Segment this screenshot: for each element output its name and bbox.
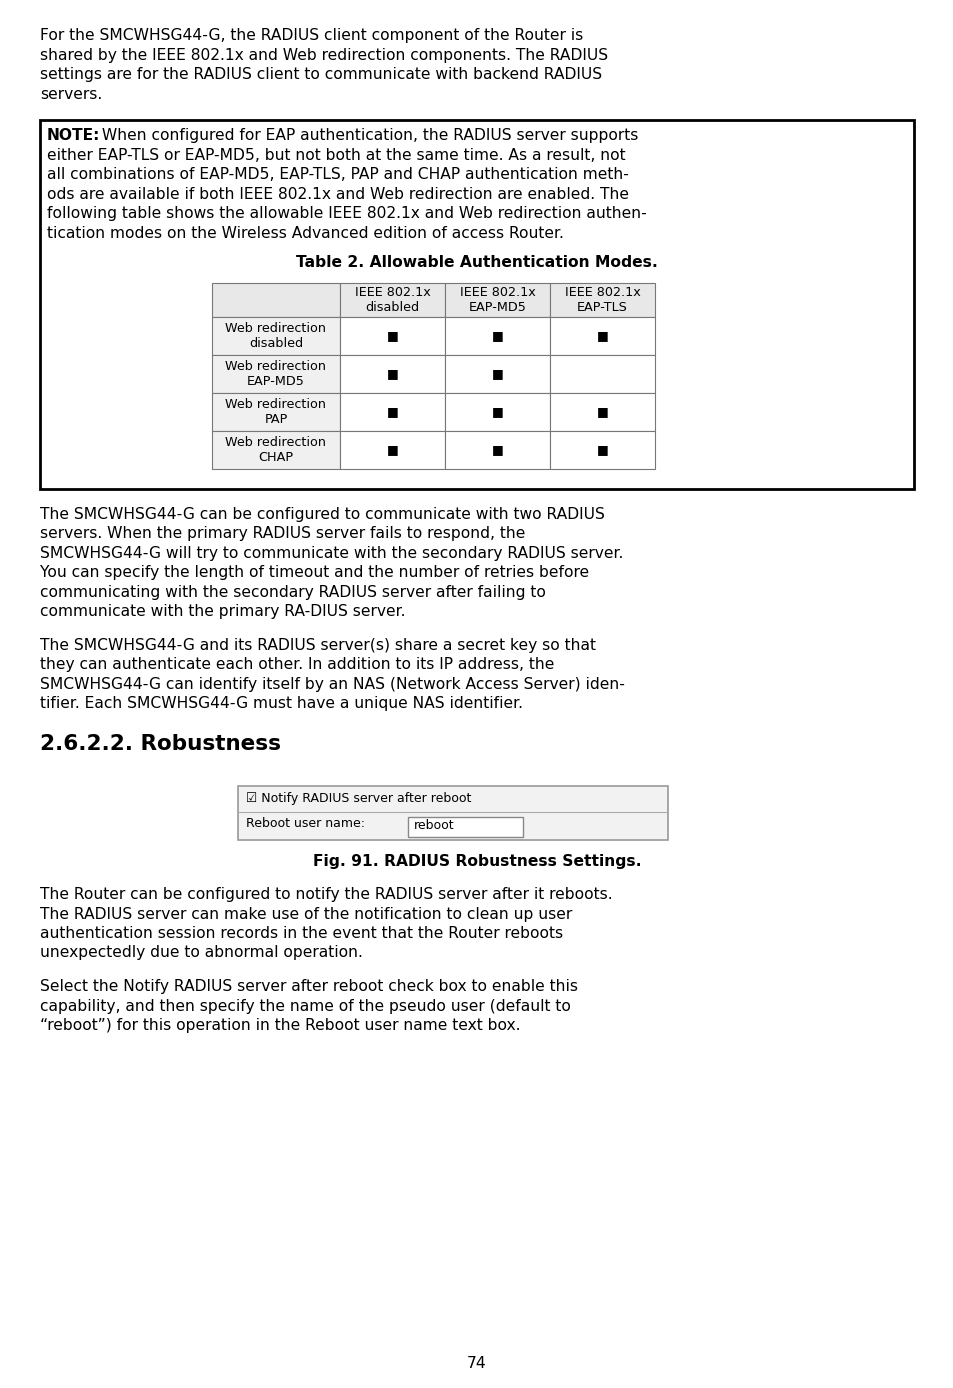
Text: Web redirection
EAP-MD5: Web redirection EAP-MD5 xyxy=(225,359,326,387)
Text: Web redirection
PAP: Web redirection PAP xyxy=(225,397,326,426)
Bar xyxy=(444,393,550,430)
Text: Select the Notify RADIUS server after reboot check box to enable this: Select the Notify RADIUS server after re… xyxy=(40,979,578,994)
Bar xyxy=(237,786,667,840)
Text: 74: 74 xyxy=(467,1356,486,1371)
Text: SMCWHSG44-G will try to communicate with the secondary RADIUS server.: SMCWHSG44-G will try to communicate with… xyxy=(40,545,622,561)
Text: Reboot user name:: Reboot user name: xyxy=(246,816,365,830)
Text: ■: ■ xyxy=(491,443,503,457)
Bar xyxy=(408,816,522,837)
Text: When configured for EAP authentication, the RADIUS server supports: When configured for EAP authentication, … xyxy=(97,128,638,143)
Text: You can specify the length of timeout and the number of retries before: You can specify the length of timeout an… xyxy=(40,565,589,580)
Text: The SMCWHSG44-G and its RADIUS server(s) share a secret key so that: The SMCWHSG44-G and its RADIUS server(s)… xyxy=(40,637,596,652)
Bar xyxy=(339,430,444,469)
Text: ■: ■ xyxy=(386,405,398,418)
Text: ■: ■ xyxy=(386,366,398,380)
Bar xyxy=(339,354,444,393)
Bar xyxy=(550,430,655,469)
Bar xyxy=(550,283,655,316)
Text: “reboot”) for this operation in the Reboot user name text box.: “reboot”) for this operation in the Rebo… xyxy=(40,1017,520,1033)
Bar xyxy=(444,430,550,469)
Bar xyxy=(550,393,655,430)
Bar xyxy=(212,430,339,469)
Text: unexpectedly due to abnormal operation.: unexpectedly due to abnormal operation. xyxy=(40,945,362,960)
Text: either EAP-TLS or EAP-MD5, but not both at the same time. As a result, not: either EAP-TLS or EAP-MD5, but not both … xyxy=(47,147,625,162)
Bar xyxy=(212,316,339,354)
Text: ■: ■ xyxy=(596,329,608,341)
Text: ■: ■ xyxy=(491,329,503,341)
Text: servers.: servers. xyxy=(40,86,102,101)
Text: The RADIUS server can make use of the notification to clean up user: The RADIUS server can make use of the no… xyxy=(40,906,572,922)
Bar xyxy=(339,393,444,430)
Text: ■: ■ xyxy=(386,329,398,341)
Text: ☑ Notify RADIUS server after reboot: ☑ Notify RADIUS server after reboot xyxy=(246,791,471,805)
Text: following table shows the allowable IEEE 802.1x and Web redirection authen-: following table shows the allowable IEEE… xyxy=(47,205,646,221)
Text: IEEE 802.1x
EAP-TLS: IEEE 802.1x EAP-TLS xyxy=(564,286,639,314)
Text: communicating with the secondary RADIUS server after failing to: communicating with the secondary RADIUS … xyxy=(40,584,545,600)
Text: SMCWHSG44-G can identify itself by an NAS (Network Access Server) iden-: SMCWHSG44-G can identify itself by an NA… xyxy=(40,676,624,691)
Text: they can authenticate each other. In addition to its IP address, the: they can authenticate each other. In add… xyxy=(40,657,554,672)
Text: The Router can be configured to notify the RADIUS server after it reboots.: The Router can be configured to notify t… xyxy=(40,887,612,902)
Text: authentication session records in the event that the Router reboots: authentication session records in the ev… xyxy=(40,926,562,941)
Text: all combinations of EAP-MD5, EAP-TLS, PAP and CHAP authentication meth-: all combinations of EAP-MD5, EAP-TLS, PA… xyxy=(47,167,628,182)
Text: ■: ■ xyxy=(596,405,608,418)
Text: The SMCWHSG44-G can be configured to communicate with two RADIUS: The SMCWHSG44-G can be configured to com… xyxy=(40,507,604,522)
Bar xyxy=(212,393,339,430)
Text: NOTE:: NOTE: xyxy=(47,128,100,143)
Text: Web redirection
disabled: Web redirection disabled xyxy=(225,322,326,350)
Bar xyxy=(550,316,655,354)
Text: Fig. 91. RADIUS Robustness Settings.: Fig. 91. RADIUS Robustness Settings. xyxy=(313,854,640,869)
Text: For the SMCWHSG44-G, the RADIUS client component of the Router is: For the SMCWHSG44-G, the RADIUS client c… xyxy=(40,28,582,43)
Text: ■: ■ xyxy=(491,405,503,418)
Text: reboot: reboot xyxy=(414,819,455,831)
Text: shared by the IEEE 802.1x and Web redirection components. The RADIUS: shared by the IEEE 802.1x and Web redire… xyxy=(40,47,607,62)
Text: Web redirection
CHAP: Web redirection CHAP xyxy=(225,436,326,464)
Text: ■: ■ xyxy=(386,443,398,457)
Text: servers. When the primary RADIUS server fails to respond, the: servers. When the primary RADIUS server … xyxy=(40,526,525,541)
Text: ■: ■ xyxy=(596,443,608,457)
Text: IEEE 802.1x
disabled: IEEE 802.1x disabled xyxy=(355,286,430,314)
Bar xyxy=(444,316,550,354)
Bar xyxy=(339,316,444,354)
Text: IEEE 802.1x
EAP-MD5: IEEE 802.1x EAP-MD5 xyxy=(459,286,535,314)
Bar xyxy=(550,354,655,393)
Text: tication modes on the Wireless Advanced edition of access Router.: tication modes on the Wireless Advanced … xyxy=(47,225,563,240)
Text: ods are available if both IEEE 802.1x and Web redirection are enabled. The: ods are available if both IEEE 802.1x an… xyxy=(47,186,628,201)
Text: ■: ■ xyxy=(491,366,503,380)
Bar xyxy=(444,283,550,316)
Bar xyxy=(444,354,550,393)
Bar xyxy=(339,283,444,316)
Text: 2.6.2.2. Robustness: 2.6.2.2. Robustness xyxy=(40,733,281,754)
Text: Table 2. Allowable Authentication Modes.: Table 2. Allowable Authentication Modes. xyxy=(295,255,658,271)
Bar xyxy=(40,119,913,489)
Bar xyxy=(212,283,339,316)
Text: tifier. Each SMCWHSG44-G must have a unique NAS identifier.: tifier. Each SMCWHSG44-G must have a uni… xyxy=(40,695,522,711)
Text: communicate with the primary RA-DIUS server.: communicate with the primary RA-DIUS ser… xyxy=(40,604,405,619)
Bar xyxy=(212,354,339,393)
Text: settings are for the RADIUS client to communicate with backend RADIUS: settings are for the RADIUS client to co… xyxy=(40,67,601,82)
Text: capability, and then specify the name of the pseudo user (default to: capability, and then specify the name of… xyxy=(40,998,570,1013)
